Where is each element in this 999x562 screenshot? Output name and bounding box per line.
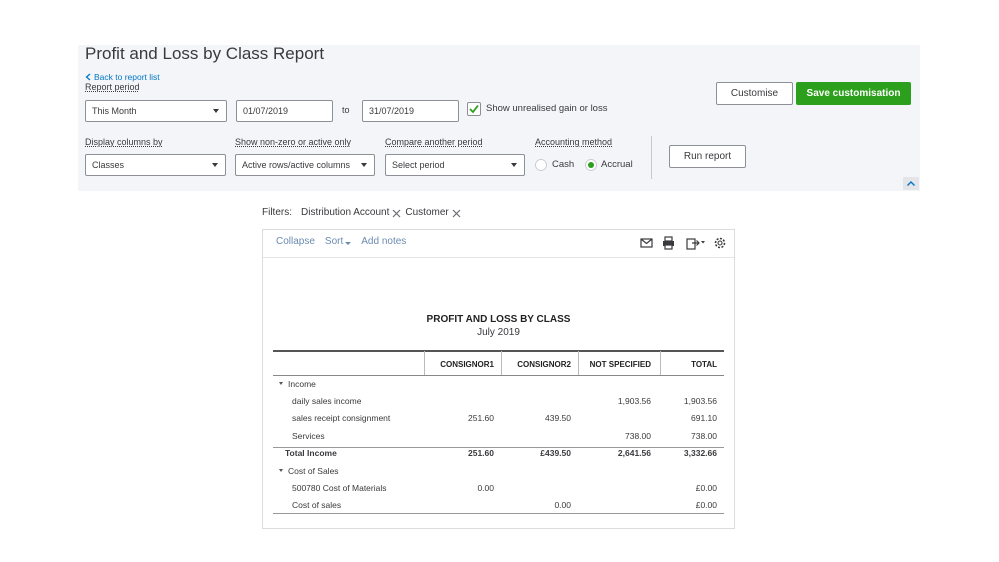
- table-bottom-rule: [273, 513, 724, 514]
- cell-value: 0.00: [477, 483, 494, 493]
- section-caret[interactable]: [279, 382, 283, 385]
- row-label: Cost of sales: [292, 500, 342, 511]
- display-columns-select[interactable]: Classes: [85, 154, 226, 176]
- customise-button[interactable]: Customise: [716, 82, 793, 105]
- row-label: Total Income: [285, 447, 337, 458]
- from-date[interactable]: 01/07/2019: [236, 100, 333, 122]
- column-separator: [578, 351, 579, 375]
- cell-value: £439.50: [540, 447, 571, 458]
- column-header: TOTAL: [691, 360, 717, 369]
- cell-value: 439.50: [545, 413, 571, 424]
- compare-select[interactable]: Select period: [385, 154, 525, 176]
- collapse-panel-button[interactable]: [903, 177, 919, 190]
- report-period-label: Report period: [85, 82, 140, 92]
- cell-value: 738.00: [625, 430, 651, 441]
- column-separator: [660, 351, 661, 375]
- row-label: daily sales income: [292, 396, 362, 407]
- email-icon[interactable]: [640, 238, 653, 248]
- row-label: 500780 Cost of Materials: [292, 483, 387, 493]
- export-icon[interactable]: [686, 238, 705, 250]
- print-icon[interactable]: [663, 236, 674, 250]
- filters-label: Filters:: [262, 207, 292, 218]
- period-select[interactable]: This Month: [85, 100, 227, 122]
- cash-label: Cash: [552, 159, 575, 170]
- cell-value: 1,903.56: [683, 396, 717, 407]
- accrual-radio[interactable]: [585, 159, 597, 171]
- cell-value: 2,641.56: [617, 447, 651, 458]
- cell-value: 251.60: [468, 447, 494, 458]
- section-caret[interactable]: [279, 468, 283, 472]
- cell-value: 251.60: [468, 413, 494, 424]
- show-nonzero-select[interactable]: Active rows/active columns: [235, 154, 375, 176]
- report-card: [262, 229, 735, 529]
- compare-label: Compare another period: [385, 137, 483, 147]
- back-chevron[interactable]: [85, 73, 91, 81]
- period-value: This Month: [92, 106, 137, 116]
- row-label: Income: [288, 379, 316, 389]
- display-columns-value: Classes: [92, 160, 125, 170]
- toolbar-divider: [263, 257, 734, 258]
- cell-value: £0.00: [695, 483, 717, 493]
- total-rule: [273, 446, 724, 448]
- accrual-label: Accrual: [601, 159, 633, 170]
- accounting-label: Accounting method: [535, 137, 613, 147]
- to-label: to: [342, 105, 350, 115]
- column-header: CONSIGNOR2: [517, 360, 571, 369]
- show-nonzero-label: Show non-zero or active only: [235, 137, 352, 147]
- to-date[interactable]: 31/07/2019: [362, 100, 459, 122]
- table-top-rule: [273, 350, 724, 352]
- show-nonzero-value: Active rows/active columns: [242, 160, 351, 170]
- remove-filter[interactable]: [452, 209, 461, 218]
- column-separator: [501, 351, 502, 375]
- compare-value: Select period: [392, 160, 445, 170]
- row-label: Services: [292, 430, 325, 441]
- report-subtitle: July 2019: [477, 327, 520, 338]
- save-customisation-button[interactable]: Save customisation: [796, 82, 911, 105]
- cash-radio[interactable]: [535, 159, 547, 171]
- cell-value: 1,903.56: [617, 396, 651, 407]
- remove-filter[interactable]: [392, 209, 401, 218]
- row-label: Cost of Sales: [288, 465, 339, 476]
- report-title: PROFIT AND LOSS BY CLASS: [426, 314, 571, 325]
- row-label: sales receipt consignment: [292, 413, 391, 424]
- cell-value: 3,332.66: [683, 447, 717, 458]
- divider: [651, 136, 652, 179]
- cell-value: 738.00: [691, 430, 717, 441]
- sort-caret[interactable]: [345, 242, 352, 245]
- header-rule: [273, 375, 724, 376]
- column-separator: [424, 351, 425, 375]
- back-link[interactable]: Back to report list: [94, 72, 160, 82]
- cell-value: £0.00: [695, 500, 717, 511]
- page-title: Profit and Loss by Class Report: [85, 44, 325, 63]
- filter-chip[interactable]: Customer: [405, 207, 449, 218]
- toolbar-icons: [640, 236, 726, 250]
- filter-chip[interactable]: Distribution Account: [301, 207, 390, 218]
- display-columns-label: Display columns by: [85, 137, 163, 147]
- from-date-value: 01/07/2019: [243, 106, 289, 116]
- run-report-button[interactable]: Run report: [669, 145, 746, 168]
- column-header: CONSIGNOR1: [440, 360, 494, 369]
- settings-icon[interactable]: [714, 237, 726, 249]
- toolbar-link[interactable]: Sort: [324, 236, 344, 247]
- cell-value: 691.10: [691, 413, 717, 424]
- toolbar-link[interactable]: Collapse: [276, 236, 315, 247]
- unrealised-label: Show unrealised gain or loss: [486, 103, 608, 114]
- toolbar-link[interactable]: Add notes: [361, 236, 407, 247]
- to-date-value: 31/07/2019: [369, 106, 415, 116]
- cell-value: 0.00: [554, 500, 571, 511]
- unrealised-checkbox[interactable]: [467, 102, 481, 116]
- column-header: NOT SPECIFIED: [589, 360, 651, 369]
